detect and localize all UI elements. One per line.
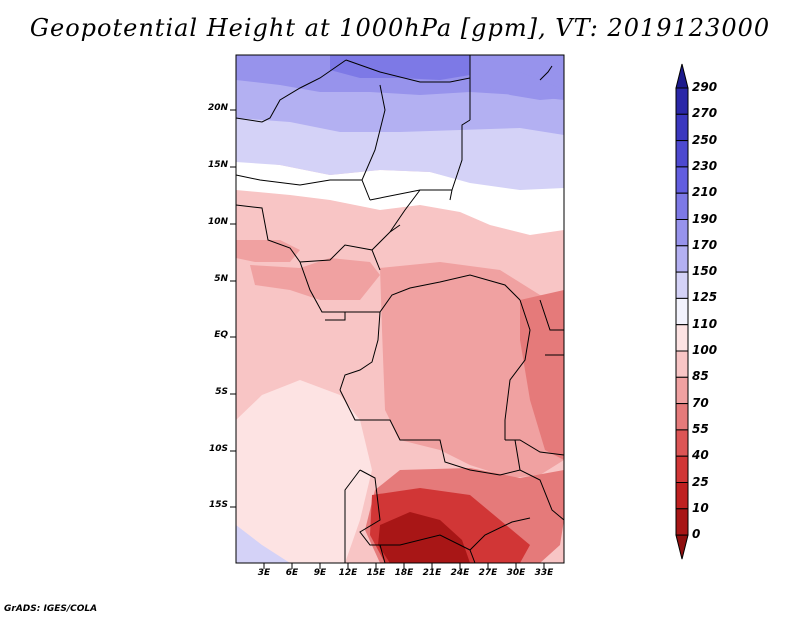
colorbar-swatch [675, 455, 689, 484]
country-border [469, 517, 531, 551]
longitude-label: 15E [366, 568, 386, 578]
height-region [478, 60, 564, 100]
country-border [514, 439, 521, 471]
longitude-label: 27E [478, 568, 498, 578]
country-border [379, 274, 521, 313]
colorbar-label: 25 [692, 474, 709, 489]
country-border [505, 439, 565, 456]
height-region [236, 380, 372, 563]
country-border [361, 84, 386, 201]
country-border [504, 299, 531, 440]
colorbar-label: 110 [692, 316, 718, 331]
height-region [236, 525, 290, 563]
colorbar-label: 70 [692, 395, 709, 410]
longitude-label: 9E [313, 568, 327, 578]
colorbar-swatch [675, 403, 689, 431]
country-border [299, 261, 380, 313]
colorbar-bottom-arrow [675, 534, 689, 560]
height-region [520, 290, 564, 460]
latitude-label: 5S [215, 387, 228, 397]
country-border [539, 299, 564, 331]
longitude-label: 18E [394, 568, 414, 578]
colorbar-label: 250 [692, 132, 718, 147]
colorbar-label: 55 [692, 421, 709, 436]
longitude-label: 3E [257, 568, 271, 578]
colorbar-swatch [675, 482, 689, 510]
colorbar-label: 150 [692, 264, 718, 279]
colorbar-label: 170 [692, 237, 718, 252]
axis-ticks [230, 109, 545, 569]
longitude-label: 6E [285, 568, 299, 578]
colorbar-swatch [675, 192, 689, 220]
height-shading [236, 55, 564, 563]
country-border [235, 174, 362, 186]
latitude-label: 10S [208, 444, 228, 454]
height-region [378, 512, 470, 563]
grads-credit: GrADS: IGES/COLA [4, 604, 98, 614]
longitude-label: 30E [506, 568, 526, 578]
map-title: Geopotential Height at 1000hPa [gpm], VT… [29, 14, 771, 42]
country-border [344, 469, 361, 563]
colorbar-swatch [675, 87, 689, 115]
country-border [389, 189, 421, 233]
colorbar-swatch [675, 297, 689, 326]
colorbar-swatch [675, 271, 689, 299]
colorbar-swatch [675, 376, 689, 405]
country-border [235, 59, 347, 123]
country-border [235, 204, 301, 263]
colorbar-swatch [675, 245, 689, 273]
latitude-label: 10N [207, 217, 228, 227]
height-region [250, 258, 380, 300]
latitude-label: EQ [214, 330, 228, 340]
longitude-label: 12E [338, 568, 358, 578]
country-border [469, 549, 476, 564]
colorbar-swatch [675, 324, 689, 352]
country-border [539, 65, 553, 81]
country-border [449, 119, 471, 201]
country-border [359, 469, 471, 551]
latitude-label: 20N [207, 103, 228, 113]
colorbar-swatch [675, 166, 689, 194]
longitude-label: 33E [534, 568, 554, 578]
latitude-label: 15N [207, 160, 228, 170]
height-region [236, 160, 564, 235]
country-borders [235, 55, 565, 564]
colorbar-label: 230 [692, 158, 718, 173]
colorbar-swatch [675, 140, 689, 168]
colorbar-label: 100 [692, 343, 718, 357]
colorbar-label: 125 [692, 290, 718, 305]
country-border [339, 389, 501, 476]
country-border [325, 312, 346, 321]
latitude-label: 5N [214, 274, 228, 284]
colorbar-label: 0 [692, 527, 701, 542]
colorbar-top-arrow [675, 63, 689, 89]
colorbar-label: 85 [692, 369, 709, 384]
country-border [339, 311, 381, 391]
country-border [499, 469, 565, 521]
longitude-label: 21E [422, 568, 442, 578]
colorbar-swatch [675, 350, 689, 378]
colorbar-label: 10 [692, 500, 709, 515]
colorbar-swatch [675, 113, 689, 142]
colorbar-swatch [675, 508, 689, 536]
height-region [236, 115, 564, 190]
colorbar-label: 290 [692, 80, 718, 94]
colorbar-label: 40 [692, 448, 709, 463]
colorbar-label: 190 [692, 211, 718, 226]
colorbar-swatch [675, 429, 689, 457]
colorbar-label: 210 [692, 185, 718, 200]
height-region [330, 55, 470, 80]
colorbar-label: 270 [692, 106, 718, 121]
colorbar-swatch [675, 219, 689, 247]
height-region [380, 262, 564, 478]
longitude-label: 24E [450, 568, 470, 578]
latitude-label: 15S [208, 500, 228, 510]
country-border [379, 544, 386, 564]
map-frame [235, 54, 565, 564]
country-border [299, 244, 381, 271]
